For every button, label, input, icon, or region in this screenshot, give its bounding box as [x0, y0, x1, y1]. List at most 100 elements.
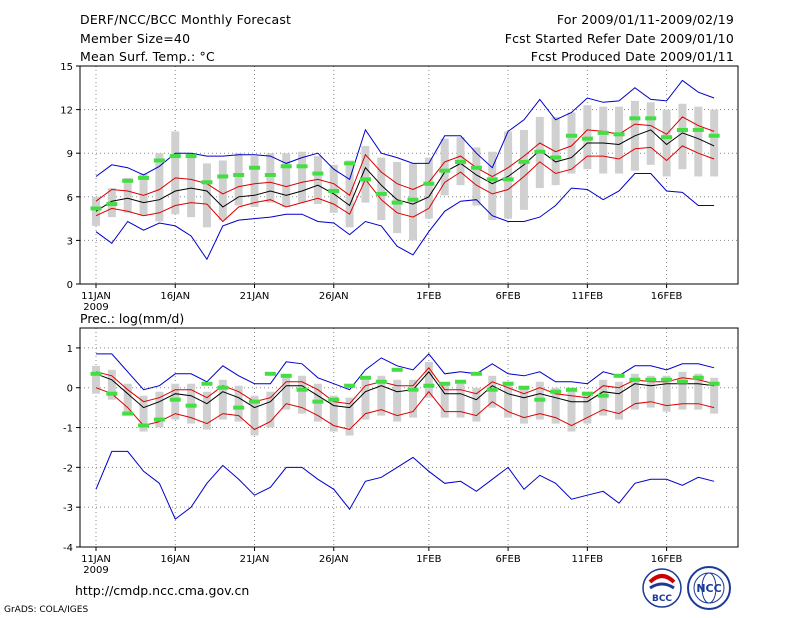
fcst-started: Fcst Started Refer Date 2009/01/10: [504, 31, 734, 46]
obs-marker: [692, 127, 704, 132]
obs-marker: [708, 133, 720, 138]
spread-box: [298, 375, 307, 414]
obs-marker: [581, 391, 593, 396]
series-max: [95, 79, 715, 181]
x-tick-label: 6FEB: [495, 291, 520, 302]
spread-box: [424, 157, 433, 219]
obs-marker: [597, 130, 609, 135]
y-tick-label: -4: [63, 543, 73, 554]
spread-box: [361, 379, 370, 420]
obs-marker: [661, 377, 673, 382]
bcc-logo-text: BCC: [652, 594, 672, 604]
obs-marker: [217, 385, 229, 390]
obs-marker: [566, 133, 577, 138]
spread-box: [599, 106, 608, 174]
obs-marker: [312, 171, 324, 176]
obs-marker: [375, 191, 387, 196]
spread-box: [202, 163, 211, 228]
obs-marker: [407, 387, 419, 392]
x-tick-label: 16JAN: [160, 554, 190, 565]
obs-marker: [153, 158, 165, 163]
spread-box: [282, 375, 291, 410]
obs-marker: [613, 132, 625, 137]
x-tick-label: 11JAN: [81, 291, 111, 302]
spread-box: [171, 131, 180, 215]
spread-box: [694, 106, 703, 177]
obs-marker: [407, 197, 419, 202]
spread-box: [250, 395, 259, 436]
bcc-logo: BCC: [642, 568, 682, 608]
obs-marker: [217, 174, 229, 179]
obs-marker: [550, 389, 562, 394]
obs-marker: [233, 405, 245, 410]
obs-marker: [455, 379, 467, 384]
obs-marker: [296, 164, 308, 169]
obs-marker: [455, 159, 467, 164]
member-size: Member Size=40: [80, 31, 191, 46]
obs-marker: [264, 173, 276, 177]
spread-box: [424, 361, 433, 398]
obs-marker: [249, 399, 260, 404]
spread-box: [393, 161, 402, 234]
obs-marker: [470, 165, 482, 170]
x-tick-label: 16FEB: [651, 291, 683, 302]
obs-marker: [169, 397, 181, 402]
obs-marker: [534, 149, 546, 154]
obs-marker: [344, 161, 356, 166]
obs-marker: [296, 387, 308, 392]
chart-title: DERF/NCC/BCC Monthly Forecast: [80, 12, 292, 27]
spread-box: [440, 383, 449, 418]
spread-box: [107, 369, 116, 400]
series-min: [95, 173, 715, 261]
panel-1: 0 3 6 9 12 15 11JAN 16JAN 21JAN 26JAN 1FEB 6FEB 11FE…: [60, 62, 739, 313]
plot-frame: [79, 65, 739, 285]
spread-box: [440, 138, 449, 196]
spread-box: [234, 385, 243, 422]
spread-box: [694, 373, 703, 410]
obs-marker: [138, 175, 150, 180]
spread-box: [662, 109, 671, 177]
obs-marker: [138, 423, 150, 428]
spread-box: [662, 375, 671, 412]
spread-box: [678, 371, 687, 410]
obs-marker: [518, 385, 530, 390]
spread-box: [377, 157, 386, 221]
obs-marker: [613, 373, 625, 378]
variable-label: Mean Surf. Temp.: °C: [80, 49, 215, 64]
spread-box: [646, 102, 655, 165]
obs-marker: [391, 367, 403, 372]
obs-marker: [359, 375, 371, 380]
spread-box: [282, 153, 291, 207]
spread-box: [345, 160, 354, 228]
obs-marker: [201, 381, 213, 386]
x-tick-label: 26JAN: [319, 291, 349, 302]
obs-marker: [344, 383, 356, 388]
obs-marker: [122, 178, 134, 183]
obs-marker: [502, 381, 514, 386]
obs-marker: [90, 206, 102, 211]
panel-2: -4 -3 -2 -1 0 1 11JAN 16JAN 21JAN 26JAN 1FEB 6FEB 11…: [63, 327, 739, 576]
series-upper: [95, 116, 715, 202]
x-tick-label: 11JAN: [81, 554, 111, 565]
series-upper: [95, 367, 715, 405]
obs-marker: [661, 135, 673, 140]
y-tick-label: 0: [67, 384, 73, 395]
y-tick-label: 1: [67, 344, 73, 355]
plot-frame: [79, 327, 739, 548]
obs-marker: [249, 165, 260, 170]
obs-marker: [470, 371, 482, 376]
spread-box: [583, 391, 592, 424]
obs-marker: [328, 188, 340, 193]
series-max: [96, 353, 715, 391]
spread-box: [519, 129, 528, 210]
spread-box: [218, 379, 227, 420]
spread-box: [409, 163, 417, 241]
obs-marker: [122, 411, 134, 416]
forecast-range: For 2009/01/11-2009/02/19: [556, 12, 734, 27]
series-mean: [95, 129, 715, 212]
x-tick-label: 1FEB: [416, 554, 441, 565]
source-url[interactable]: http://cmdp.ncc.cma.gov.cn: [75, 583, 250, 598]
obs-marker: [645, 116, 657, 121]
obs-marker: [359, 177, 371, 182]
spread-box: [551, 116, 560, 186]
